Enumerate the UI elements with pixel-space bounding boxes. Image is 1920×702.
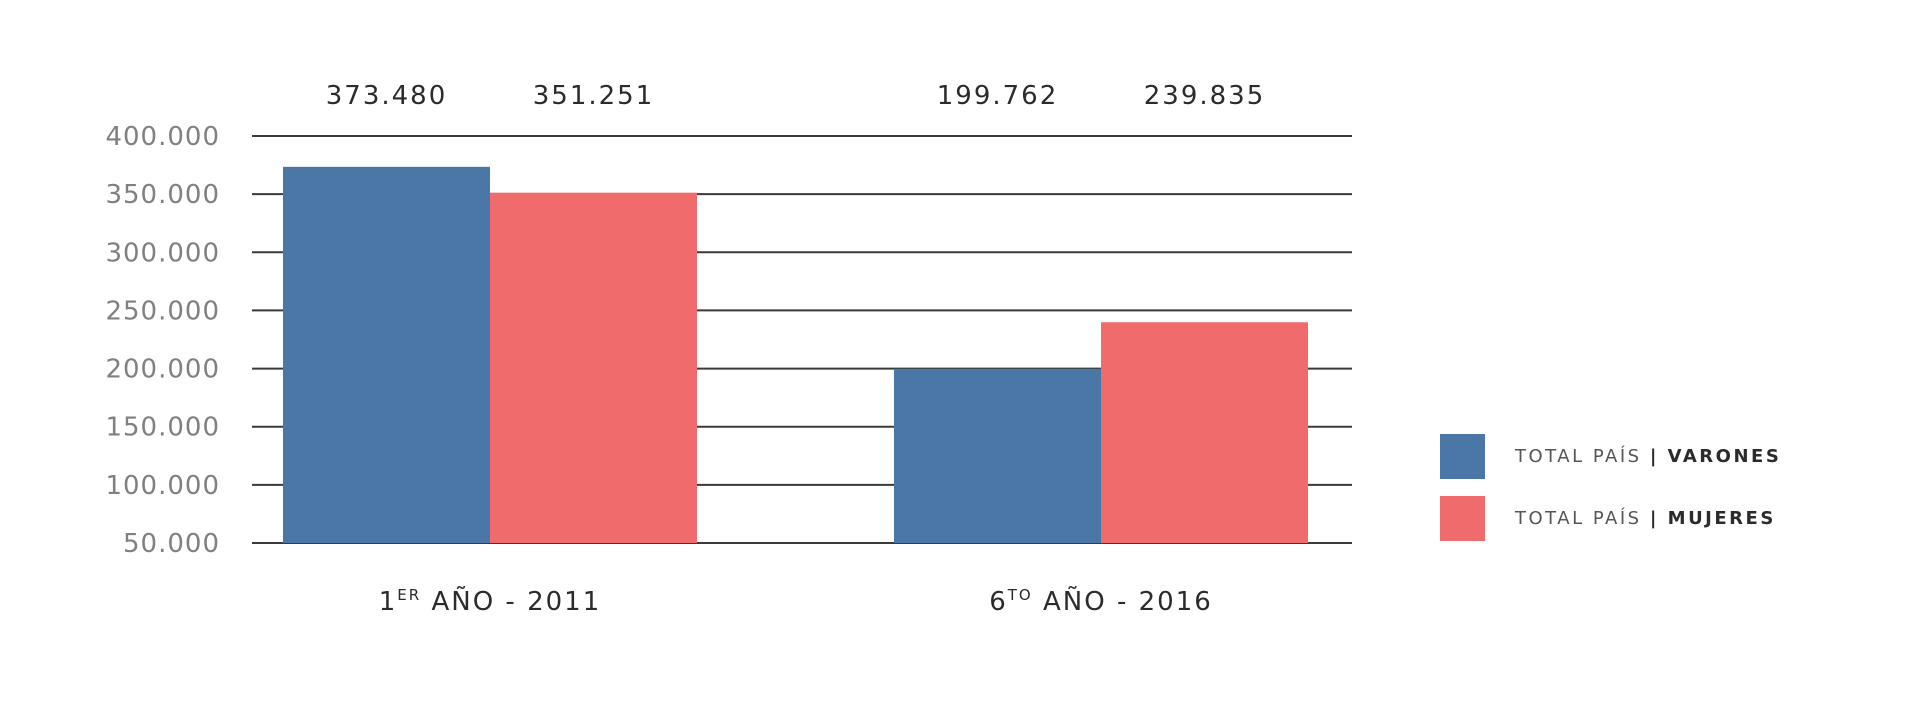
bars (283, 166, 1308, 544)
bar-mujeres-2 (1101, 322, 1308, 543)
y-tick-label: 200.000 (105, 355, 220, 385)
y-tick-label: 100.000 (105, 471, 220, 501)
y-tick-label: 150.000 (105, 413, 220, 443)
y-tick-label: 50.000 (123, 529, 220, 559)
y-axis-ticks: 400.000 350.000 300.000 250.000 200.000 150.0… (105, 122, 220, 559)
data-label: 351.251 (533, 81, 655, 111)
legend-item-varones: TOTAL PAÍS | VARONES (1440, 434, 1781, 479)
bar-mujeres-1 (490, 192, 697, 544)
y-tick-label: 350.000 (105, 180, 220, 210)
data-label: 199.762 (937, 81, 1059, 111)
data-labels: 373.480 351.251 199.762 239.835 (326, 81, 1266, 111)
category-label: 6TO AÑO - 2016 (989, 585, 1213, 617)
legend-item-mujeres: TOTAL PAÍS | MUJERES (1440, 496, 1776, 541)
bar-varones-2 (894, 368, 1101, 543)
y-tick-label: 300.000 (105, 238, 220, 268)
category-label: 1ER AÑO - 2011 (379, 585, 602, 617)
y-tick-label: 250.000 (105, 296, 220, 326)
legend-swatch-mujeres (1440, 496, 1485, 541)
data-label: 239.835 (1144, 81, 1266, 111)
legend-label-mujeres: TOTAL PAÍS | MUJERES (1515, 508, 1776, 529)
legend-swatch-varones (1440, 434, 1485, 479)
bar-varones-1 (283, 166, 490, 543)
y-tick-label: 400.000 (105, 122, 220, 152)
legend-label-varones: TOTAL PAÍS | VARONES (1515, 446, 1782, 467)
category-labels: 1ER AÑO - 2011 6TO AÑO - 2016 (379, 585, 1213, 617)
data-label: 373.480 (326, 81, 448, 111)
